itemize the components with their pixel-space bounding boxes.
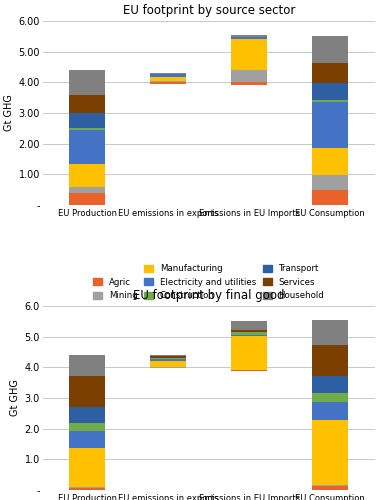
Bar	[69, 423, 105, 432]
Bar	[231, 334, 268, 336]
Bar	[312, 393, 349, 402]
Bar	[69, 186, 105, 194]
Bar	[312, 100, 349, 102]
Bar	[231, 370, 268, 371]
Bar	[312, 175, 349, 190]
Bar	[312, 420, 349, 485]
Y-axis label: Gt GHG: Gt GHG	[10, 380, 20, 416]
Bar	[150, 359, 186, 360]
Bar	[312, 63, 349, 83]
Bar	[150, 356, 186, 358]
Bar	[312, 376, 349, 393]
Bar	[69, 130, 105, 164]
Bar	[69, 432, 105, 448]
Bar	[312, 36, 349, 63]
Bar	[231, 82, 268, 86]
Legend: , Agric, Mining, , Manufacturing, Electricity and utilities, Construction, Trans: , Agric, Mining, , Manufacturing, Electr…	[93, 264, 324, 314]
Bar	[69, 94, 105, 113]
Title: EU footprint by final good: EU footprint by final good	[133, 289, 285, 302]
Bar	[150, 82, 186, 84]
Bar	[231, 35, 268, 36]
Bar	[69, 448, 105, 486]
Bar	[231, 70, 268, 82]
Bar	[69, 488, 105, 490]
Bar	[69, 164, 105, 186]
Bar	[312, 346, 349, 376]
Bar	[231, 37, 268, 40]
Bar	[312, 83, 349, 100]
Bar	[231, 336, 268, 370]
Bar	[312, 486, 349, 490]
Bar	[231, 320, 268, 330]
Bar	[69, 407, 105, 423]
Bar	[312, 190, 349, 205]
Bar	[312, 485, 349, 486]
Bar	[231, 330, 268, 332]
Y-axis label: Gt GHG: Gt GHG	[4, 94, 14, 132]
Bar	[69, 376, 105, 407]
Text: (a): (a)	[200, 312, 218, 322]
Bar	[312, 402, 349, 420]
Bar	[69, 486, 105, 488]
Bar	[69, 194, 105, 205]
Bar	[312, 102, 349, 148]
Bar	[150, 74, 186, 77]
Bar	[312, 320, 349, 345]
Bar	[69, 128, 105, 130]
Bar	[150, 360, 186, 368]
Bar	[150, 73, 186, 74]
Bar	[231, 40, 268, 70]
Bar	[69, 70, 105, 94]
Bar	[69, 113, 105, 128]
Bar	[69, 355, 105, 376]
Bar	[312, 148, 349, 175]
Bar	[231, 332, 268, 334]
Bar	[150, 358, 186, 359]
Title: EU footprint by source sector: EU footprint by source sector	[122, 4, 295, 17]
Bar	[150, 77, 186, 82]
